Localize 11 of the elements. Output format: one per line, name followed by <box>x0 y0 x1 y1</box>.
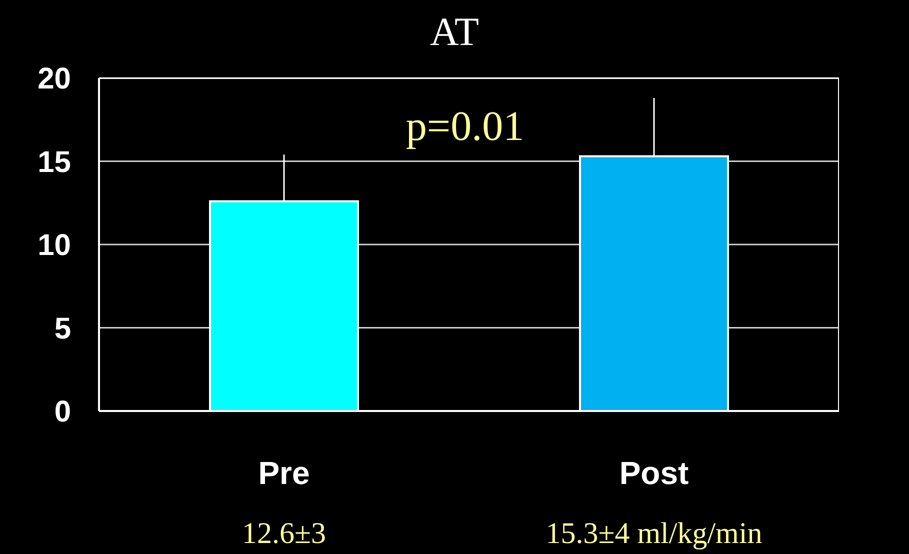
data-label: 15.3±4 ml/kg/min <box>546 517 762 550</box>
y-tick-label: 5 <box>54 312 71 346</box>
x-tick-label: Post <box>619 455 690 491</box>
y-tick-label: 20 <box>38 62 71 96</box>
annotation: p=0.01 <box>404 103 526 151</box>
data-label: 12.6±3 <box>242 517 326 550</box>
y-tick-label: 0 <box>54 396 71 429</box>
y-tick-label: 10 <box>38 229 71 262</box>
y-tick-label: 15 <box>38 146 71 179</box>
x-tick-label: Pre <box>258 455 310 491</box>
chart-title: AT <box>429 8 480 55</box>
